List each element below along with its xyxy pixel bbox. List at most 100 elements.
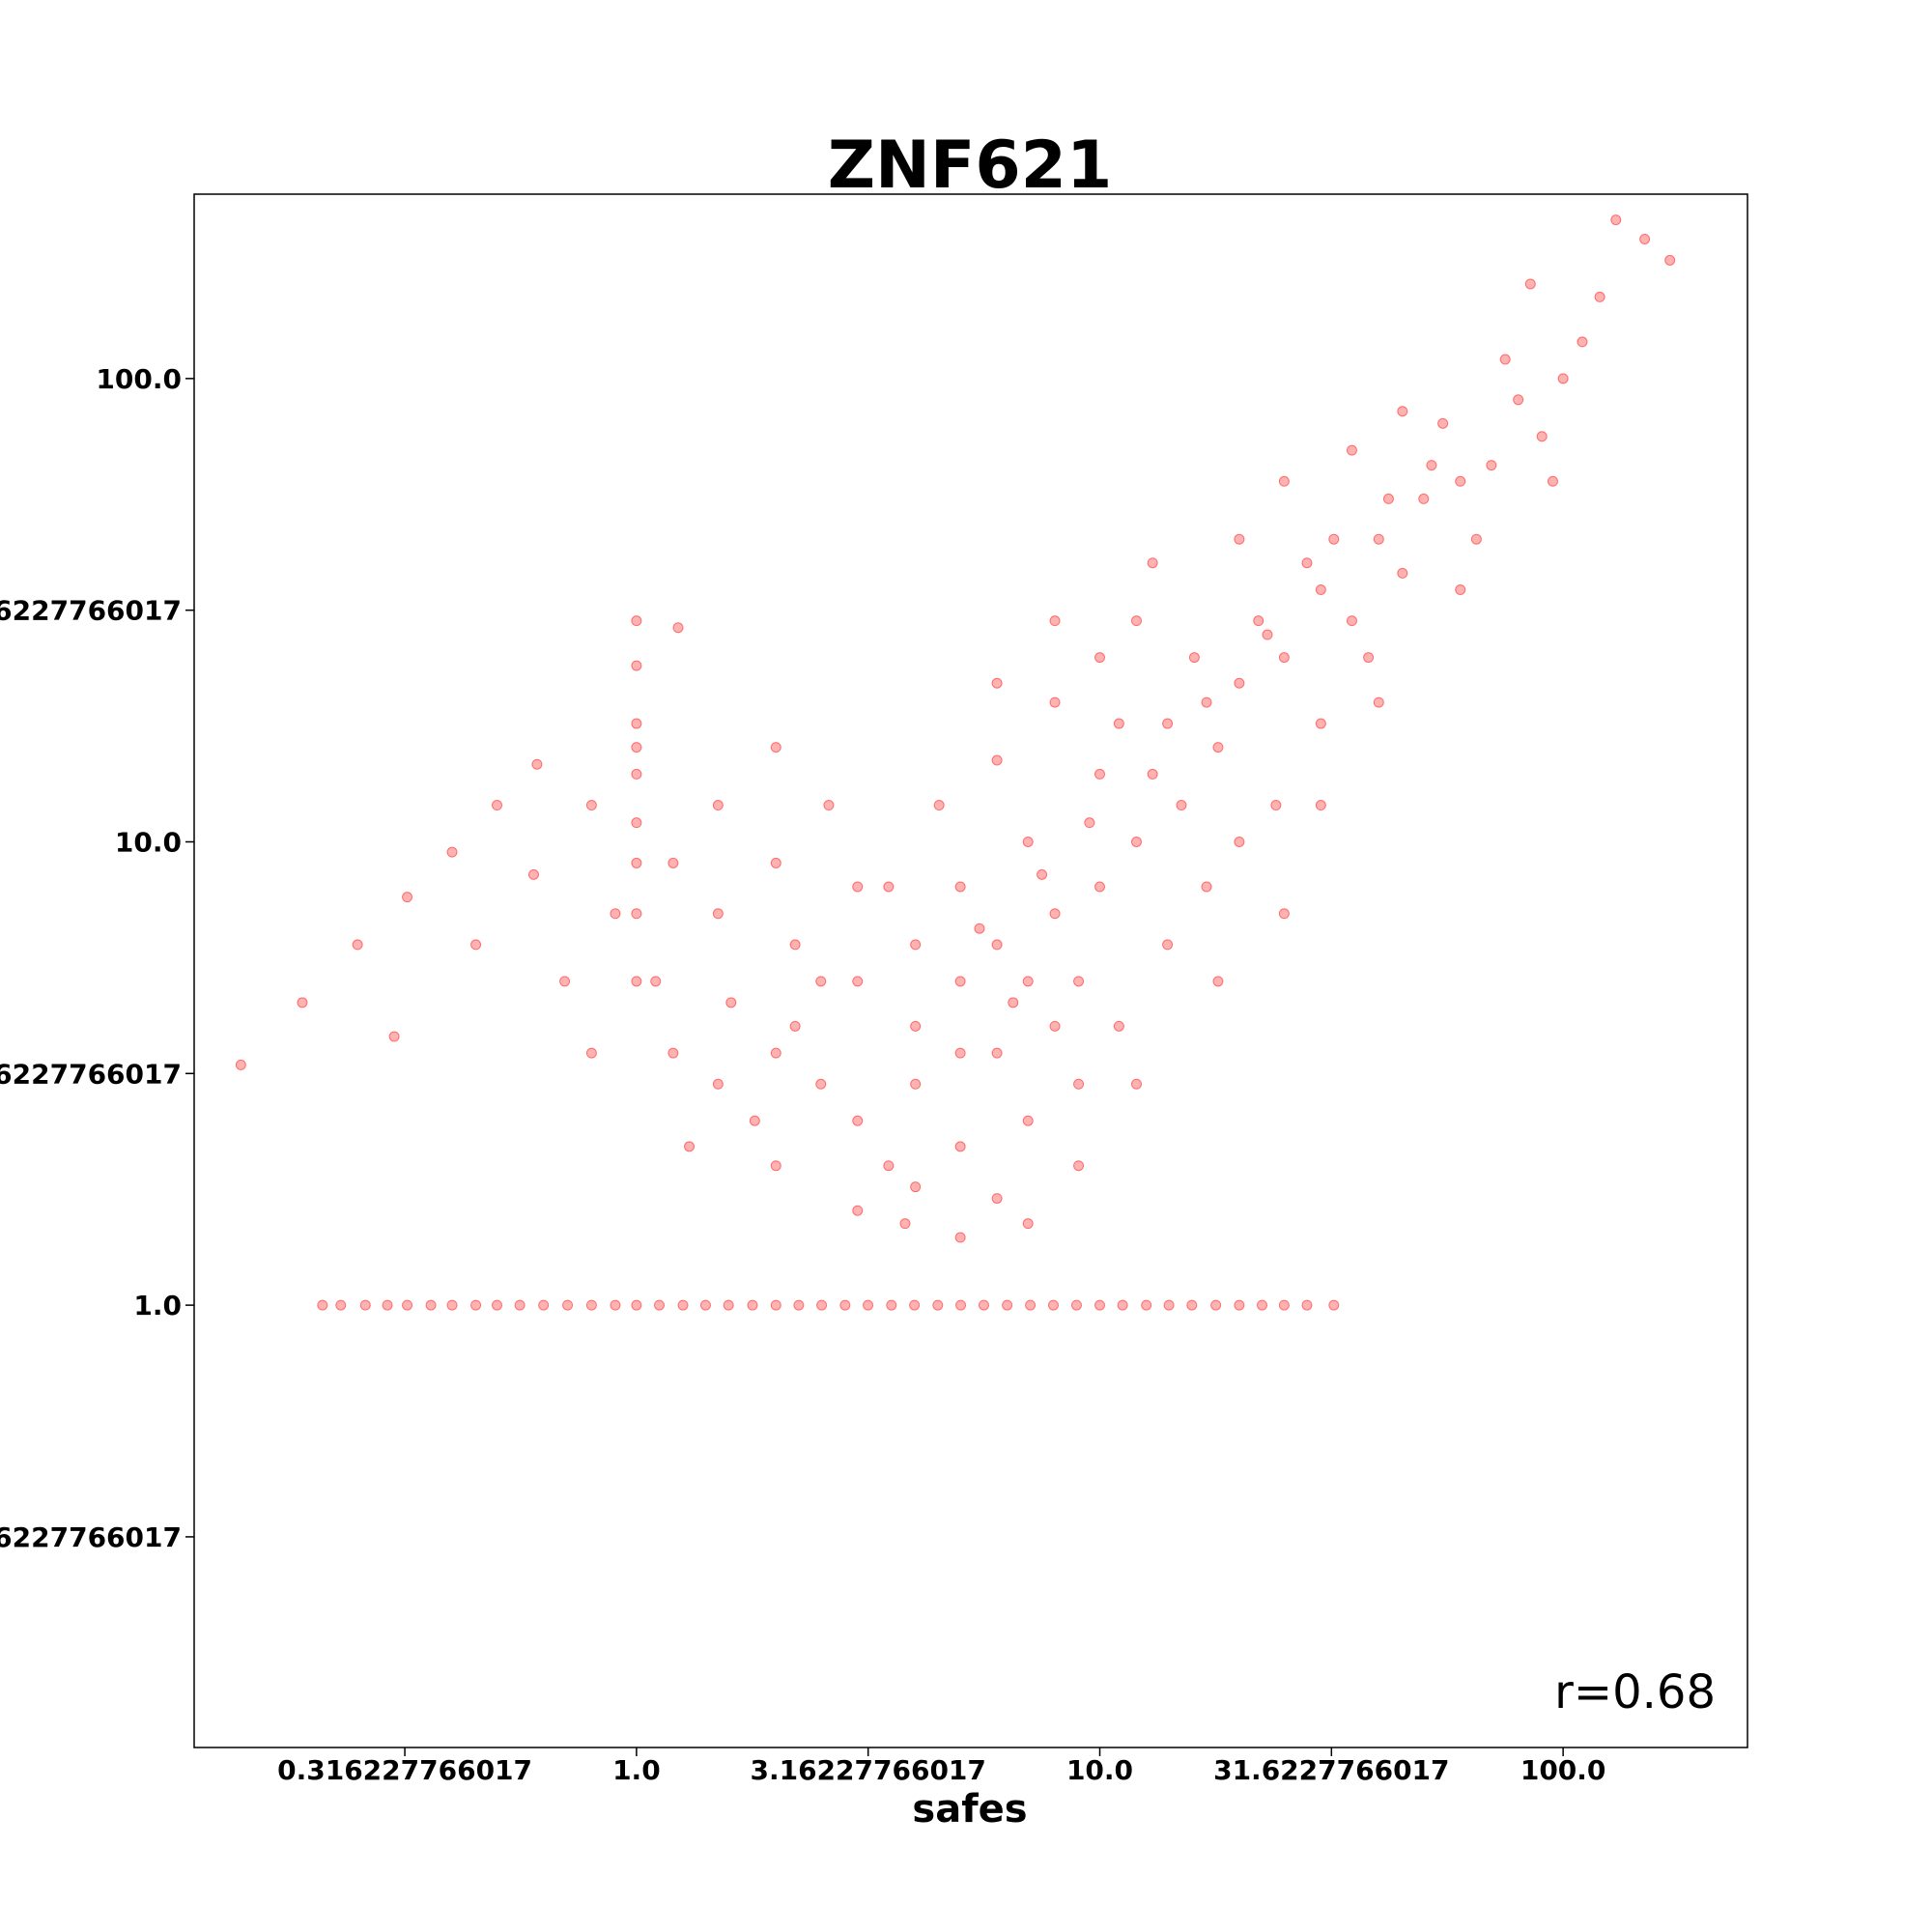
data-point xyxy=(1212,742,1224,753)
data-point xyxy=(1188,652,1200,664)
y-tick-label: 100.0 xyxy=(96,363,182,395)
data-point xyxy=(974,923,985,934)
data-point xyxy=(910,1078,922,1090)
data-point xyxy=(1234,533,1245,545)
data-point xyxy=(852,976,864,987)
data-point xyxy=(1536,431,1548,442)
data-point xyxy=(1210,1299,1222,1311)
data-point xyxy=(1328,1299,1340,1311)
data-point xyxy=(991,1193,1003,1205)
data-point xyxy=(1346,444,1357,456)
data-point xyxy=(1234,1299,1245,1311)
data-point xyxy=(933,800,945,811)
data-point xyxy=(446,846,458,858)
data-point xyxy=(910,1181,922,1193)
x-tick-label: 1.0 xyxy=(612,1754,661,1786)
data-point xyxy=(1610,214,1622,226)
data-point xyxy=(1117,1299,1128,1311)
data-point xyxy=(1022,976,1034,987)
data-point xyxy=(610,1299,621,1311)
data-point xyxy=(1094,652,1106,664)
data-point xyxy=(1141,1299,1152,1311)
data-point xyxy=(1262,629,1273,640)
data-point xyxy=(1513,394,1524,406)
data-point xyxy=(1049,696,1061,708)
data-point xyxy=(770,1299,781,1311)
data-point xyxy=(1257,1299,1268,1311)
data-point xyxy=(1201,881,1212,893)
data-point xyxy=(815,976,827,987)
data-point xyxy=(492,1299,503,1311)
data-point xyxy=(1270,800,1282,811)
data-point xyxy=(1547,475,1558,487)
data-point xyxy=(1008,997,1019,1009)
data-point xyxy=(1022,836,1034,847)
data-point xyxy=(991,939,1003,951)
data-point xyxy=(531,758,543,770)
data-point xyxy=(335,1299,347,1311)
plot-frame xyxy=(193,193,1748,1748)
data-point xyxy=(1147,557,1158,569)
data-point xyxy=(1113,1020,1124,1032)
data-point xyxy=(954,1047,966,1059)
data-point xyxy=(815,1078,827,1090)
data-point xyxy=(1278,652,1290,664)
data-point xyxy=(585,800,597,811)
data-point xyxy=(1130,836,1142,847)
data-point xyxy=(1094,881,1106,893)
data-point xyxy=(1047,1299,1059,1311)
data-point xyxy=(839,1299,851,1311)
data-point xyxy=(585,1047,597,1059)
data-point xyxy=(749,1115,760,1126)
data-point xyxy=(1130,1078,1142,1090)
points-layer xyxy=(235,214,1676,1311)
data-point xyxy=(852,1115,864,1126)
data-point xyxy=(793,1299,805,1311)
data-point xyxy=(402,1299,413,1311)
data-point xyxy=(527,868,539,880)
x-axis-label: safes xyxy=(912,1787,1027,1832)
data-point xyxy=(650,976,662,987)
x-tick-label: 3.16227766017 xyxy=(750,1754,985,1786)
data-point xyxy=(1278,475,1290,487)
data-point xyxy=(382,1299,393,1311)
y-tick-label: 3.16227766017 xyxy=(0,1058,182,1090)
data-point xyxy=(470,939,482,951)
data-point xyxy=(388,1031,400,1042)
data-point xyxy=(1163,1299,1175,1311)
data-point xyxy=(1455,475,1466,487)
data-point xyxy=(235,1059,246,1070)
data-point xyxy=(631,742,642,753)
data-point xyxy=(978,1299,989,1311)
y-tick-label: 0.316227766017 xyxy=(0,1521,182,1553)
data-point xyxy=(955,1299,967,1311)
data-point xyxy=(1664,254,1676,266)
data-point xyxy=(631,615,642,627)
data-point xyxy=(425,1299,437,1311)
data-point xyxy=(852,881,864,893)
data-point xyxy=(1373,696,1384,708)
data-point xyxy=(699,1299,711,1311)
data-point xyxy=(631,768,642,780)
data-point xyxy=(1002,1299,1013,1311)
data-point xyxy=(402,892,413,903)
x-tick-label: 31.6227766017 xyxy=(1213,1754,1449,1786)
data-point xyxy=(712,908,724,920)
data-point xyxy=(1470,533,1482,545)
data-point xyxy=(1113,718,1124,729)
y-tick-label: 10.0 xyxy=(115,826,182,858)
data-point xyxy=(1594,291,1605,302)
data-point xyxy=(1315,800,1326,811)
data-point xyxy=(789,939,801,951)
data-point xyxy=(559,976,571,987)
data-point xyxy=(1328,533,1340,545)
data-point xyxy=(1486,460,1497,471)
data-point xyxy=(1278,908,1290,920)
data-point xyxy=(631,1299,642,1311)
data-point xyxy=(631,718,642,729)
data-point xyxy=(1049,615,1061,627)
data-point xyxy=(883,881,895,893)
data-point xyxy=(712,1078,724,1090)
data-point xyxy=(684,1141,696,1152)
data-point xyxy=(352,939,363,951)
